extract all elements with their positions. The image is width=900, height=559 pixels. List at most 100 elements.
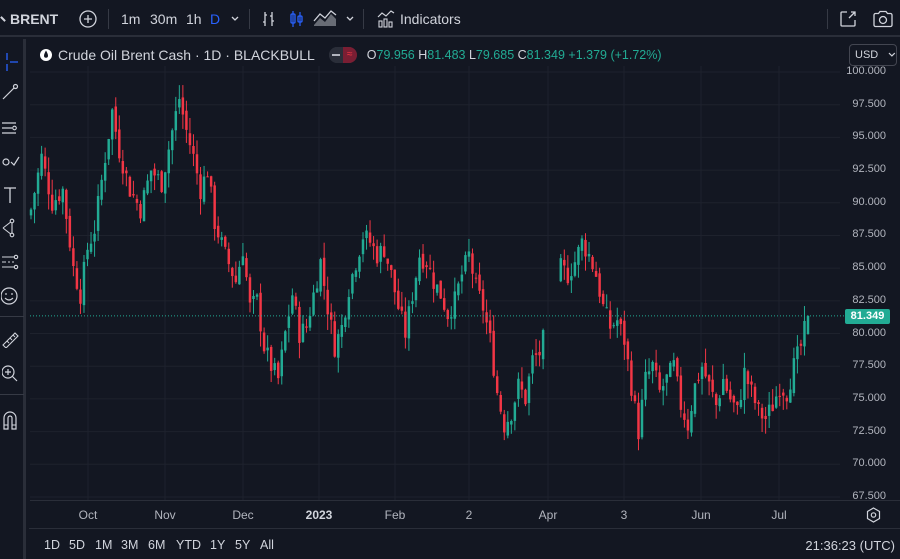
toolbar-divider: [827, 9, 828, 29]
horizontal-lines-tool[interactable]: [0, 115, 22, 141]
price-tick-label: 82.500: [852, 293, 886, 306]
chart-settings-button[interactable]: [866, 507, 881, 523]
indicators-button[interactable]: Indicators: [377, 0, 461, 37]
symbol-title[interactable]: Crude Oil Brent Cash · 1D · BLACKBULL: [58, 47, 315, 63]
pattern-icon: [2, 218, 15, 238]
zoom-in-icon: [2, 365, 18, 382]
chevron-down-icon: [231, 16, 239, 21]
oil-drop-icon: [40, 49, 52, 61]
interval-30m[interactable]: 30m: [150, 10, 178, 27]
smiley-icon: [1, 287, 18, 305]
price-tick-label: 95.000: [852, 130, 886, 143]
close-value: 81.349: [526, 48, 565, 62]
brush-icon: [2, 156, 20, 166]
price-tick-label: 80.000: [852, 326, 886, 339]
range-button-all[interactable]: All: [260, 538, 274, 552]
price-tick-label: 87.500: [852, 228, 886, 241]
toolbar-divider: [108, 9, 109, 29]
external-link-icon: [840, 10, 856, 27]
range-button-ytd[interactable]: YTD: [176, 538, 201, 552]
top-toolbar: BRENT 1m 30m 1h D Indicators: [0, 0, 900, 37]
range-button-1d[interactable]: 1D: [44, 538, 60, 552]
parallel-lines-icon: [2, 122, 17, 134]
compare-add-button[interactable]: [78, 0, 98, 37]
chevron-down-icon: [346, 16, 354, 21]
candles-icon: [290, 10, 303, 27]
ruler-icon: [2, 332, 19, 348]
price-tick-label: 85.000: [852, 261, 886, 274]
range-button-1y[interactable]: 1Y: [210, 538, 226, 552]
pattern-tool[interactable]: [0, 215, 22, 241]
price-tick-label: 67.500: [852, 490, 886, 502]
trend-line-tool[interactable]: [0, 79, 22, 105]
low-value: 79.685: [475, 48, 515, 62]
interval-d-active[interactable]: D: [210, 10, 221, 27]
time-tick-label: Feb: [384, 508, 406, 522]
emoji-tool[interactable]: [0, 283, 22, 309]
symbol-search[interactable]: BRENT: [0, 0, 58, 37]
bars-chart-type-button[interactable]: [260, 0, 278, 37]
currency-selector[interactable]: USD: [849, 44, 897, 66]
last-price-label: 81.349: [845, 308, 890, 324]
text-icon: [4, 187, 16, 203]
price-tick-label: 90.000: [852, 195, 886, 208]
plus-circle-icon: [79, 9, 97, 28]
range-button-5y[interactable]: 5Y: [235, 538, 251, 552]
magnet-tool[interactable]: [0, 407, 22, 433]
time-tick-label: Jun: [691, 508, 711, 522]
area-chart-type-button[interactable]: [313, 0, 337, 37]
high-value: 81.483: [427, 48, 466, 62]
price-tick-label: 70.000: [852, 457, 886, 470]
chart-legend: Crude Oil Brent Cash · 1D · BLACKBULL ≈ …: [40, 44, 662, 66]
range-button-6m[interactable]: 6M: [148, 538, 166, 552]
interval-1m[interactable]: 1m: [121, 10, 141, 27]
text-tool[interactable]: [0, 182, 22, 208]
price-tick-label: 100.000: [846, 65, 886, 77]
time-tick-label: 2: [465, 508, 473, 522]
time-tick-label: Oct: [78, 508, 98, 522]
time-tick-label: Jul: [771, 508, 787, 522]
forecast-icon: [2, 254, 19, 270]
interval-dropdown[interactable]: [230, 0, 240, 37]
sidebar-divider: [0, 316, 24, 317]
settings-hexagon-icon: [866, 507, 881, 523]
measure-tool[interactable]: [0, 326, 22, 352]
price-tick-label: 75.000: [852, 391, 886, 404]
visibility-toggle[interactable]: ≈: [328, 47, 357, 63]
candles-chart-type-button[interactable]: [288, 0, 306, 37]
range-button-5d[interactable]: 5D: [69, 538, 85, 552]
range-button-3m[interactable]: 3M: [121, 538, 139, 552]
crosshair-tool[interactable]: [0, 49, 22, 75]
prediction-tool[interactable]: [0, 249, 22, 275]
price-tick-label: 77.500: [852, 359, 886, 372]
time-tick-label: 3: [620, 508, 628, 522]
chevron-down-icon: [888, 52, 896, 57]
open-value: 79.956: [376, 48, 415, 62]
price-tick-label: 97.500: [852, 97, 886, 110]
time-tick-label: Apr: [538, 508, 558, 522]
toolbar-divider: [249, 9, 250, 29]
time-tick-label: Nov: [154, 508, 176, 522]
snapshot-button[interactable]: [872, 0, 894, 37]
bars-icon: [263, 11, 274, 26]
hide-icon: [328, 47, 343, 63]
indicators-icon: [377, 9, 395, 28]
chart-type-dropdown[interactable]: [345, 0, 355, 37]
bottom-bar: [29, 528, 900, 559]
open-new-window-button[interactable]: [838, 0, 858, 37]
time-tick-label: 2023: [305, 508, 333, 522]
zoom-in-tool[interactable]: [0, 361, 22, 387]
range-button-1m[interactable]: 1M: [95, 538, 113, 552]
interval-1h[interactable]: 1h: [186, 10, 202, 27]
time-tick-label: Dec: [232, 508, 254, 522]
trend-line-icon: [2, 83, 19, 100]
price-tick-label: 92.500: [852, 163, 886, 176]
price-tick-label: 72.500: [852, 424, 886, 437]
drawing-toolbar: [0, 39, 26, 559]
brush-tool[interactable]: [0, 147, 22, 173]
clock: 21:36:23 (UTC): [805, 538, 895, 553]
symbol-name: BRENT: [10, 10, 59, 27]
ohlc-values: O79.956 H81.483 L79.685 C81.349 +1.379 (…: [366, 48, 662, 62]
compare-icon: ≈: [342, 47, 357, 63]
